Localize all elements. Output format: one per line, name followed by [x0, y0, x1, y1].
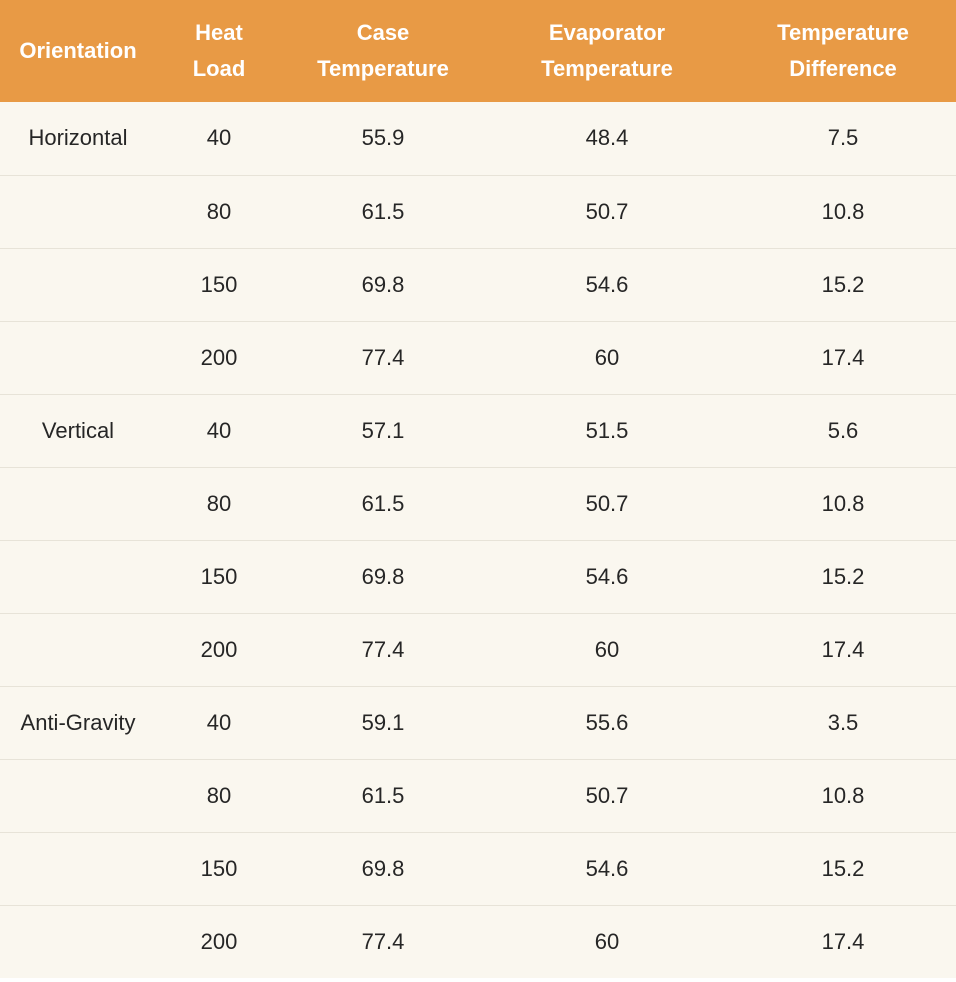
cell-evaporator-temperature: 50.7 — [585, 490, 629, 516]
header-heat-load: Heat Load — [156, 0, 282, 102]
header-row: Orientation Heat Load Case Temperature E… — [0, 0, 956, 102]
cell-temperature-difference: 17.4 — [821, 928, 865, 954]
cell-orientation: Anti-Gravity — [20, 709, 136, 735]
table-row: 80 61.5 50.7 10.8 — [0, 175, 956, 248]
cell-case-temperature: 77.4 — [361, 344, 405, 370]
table-row: 200 77.4 60 17.4 — [0, 905, 956, 978]
cell-case-temperature: 59.1 — [361, 709, 405, 735]
cell-orientation — [0, 467, 156, 540]
cell-evaporator-temperature: 54.6 — [585, 271, 629, 297]
cell-case-temperature: 77.4 — [361, 928, 405, 954]
cell-case-temperature: 77.4 — [361, 636, 405, 662]
table-row: Horizontal 40 55.9 48.4 7.5 — [0, 102, 956, 175]
cell-orientation — [0, 905, 156, 978]
cell-case-temperature: 61.5 — [361, 782, 405, 808]
cell-heat-load: 80 — [206, 490, 232, 516]
header-case-temperature-line-1: Case — [356, 20, 410, 45]
cell-evaporator-temperature: 60 — [594, 928, 620, 954]
cell-temperature-difference: 7.5 — [827, 125, 859, 151]
cell-temperature-difference: 10.8 — [821, 198, 865, 224]
cell-orientation: Horizontal — [28, 125, 128, 151]
header-case-temperature: Case Temperature — [282, 0, 484, 102]
table-row: 80 61.5 50.7 10.8 — [0, 759, 956, 832]
cell-heat-load: 150 — [200, 563, 238, 589]
cell-temperature-difference: 10.8 — [821, 490, 865, 516]
cell-case-temperature: 55.9 — [361, 125, 405, 151]
cell-temperature-difference: 5.6 — [827, 417, 859, 443]
table-row: 200 77.4 60 17.4 — [0, 613, 956, 686]
cell-heat-load: 200 — [200, 344, 238, 370]
cell-heat-load: 150 — [200, 855, 238, 881]
cell-case-temperature: 69.8 — [361, 271, 405, 297]
cell-case-temperature: 69.8 — [361, 855, 405, 881]
header-evaporator-temperature-line-1: Evaporator — [548, 20, 666, 45]
table-row: 150 69.8 54.6 15.2 — [0, 540, 956, 613]
cell-orientation: Vertical — [41, 417, 115, 443]
cell-heat-load: 200 — [200, 928, 238, 954]
table-header: Orientation Heat Load Case Temperature E… — [0, 0, 956, 102]
cell-orientation — [0, 175, 156, 248]
table-body: Horizontal 40 55.9 48.4 7.5 80 61.5 50.7 10.8 150… — [0, 102, 956, 978]
cell-evaporator-temperature: 55.6 — [585, 709, 629, 735]
cell-heat-load: 40 — [206, 125, 232, 151]
cell-evaporator-temperature: 48.4 — [585, 125, 629, 151]
cell-temperature-difference: 10.8 — [821, 782, 865, 808]
cell-orientation — [0, 759, 156, 832]
header-temperature-difference-line-2: Difference — [789, 56, 897, 81]
cell-heat-load: 40 — [206, 417, 232, 443]
cell-orientation — [0, 613, 156, 686]
table-row: 150 69.8 54.6 15.2 — [0, 832, 956, 905]
cell-heat-load: 150 — [200, 271, 238, 297]
cell-orientation — [0, 832, 156, 905]
cell-evaporator-temperature: 60 — [594, 344, 620, 370]
table-row: Anti-Gravity 40 59.1 55.6 3.5 — [0, 686, 956, 759]
header-heat-load-line-2: Load — [192, 56, 246, 81]
cell-temperature-difference: 15.2 — [821, 271, 865, 297]
header-orientation: Orientation — [0, 0, 156, 102]
header-evaporator-temperature: Evaporator Temperature — [484, 0, 730, 102]
table-row: Vertical 40 57.1 51.5 5.6 — [0, 394, 956, 467]
table-row: 80 61.5 50.7 10.8 — [0, 467, 956, 540]
cell-evaporator-temperature: 51.5 — [585, 417, 629, 443]
cell-evaporator-temperature: 50.7 — [585, 782, 629, 808]
header-temperature-difference: Temperature Difference — [730, 0, 956, 102]
cell-temperature-difference: 15.2 — [821, 855, 865, 881]
cell-heat-load: 200 — [200, 636, 238, 662]
cell-case-temperature: 61.5 — [361, 198, 405, 224]
cell-orientation — [0, 321, 156, 394]
header-temperature-difference-line-1: Temperature — [777, 20, 909, 45]
table-row: 200 77.4 60 17.4 — [0, 321, 956, 394]
cell-heat-load: 80 — [206, 782, 232, 808]
cell-heat-load: 80 — [206, 198, 232, 224]
cell-heat-load: 40 — [206, 709, 232, 735]
cell-evaporator-temperature: 54.6 — [585, 563, 629, 589]
cell-temperature-difference: 3.5 — [827, 709, 859, 735]
cell-case-temperature: 69.8 — [361, 563, 405, 589]
cell-evaporator-temperature: 50.7 — [585, 198, 629, 224]
cell-orientation — [0, 248, 156, 321]
cell-evaporator-temperature: 60 — [594, 636, 620, 662]
header-orientation-line-1: Orientation — [19, 38, 137, 63]
cell-case-temperature: 61.5 — [361, 490, 405, 516]
cell-orientation — [0, 540, 156, 613]
header-case-temperature-line-2: Temperature — [317, 56, 449, 81]
cell-temperature-difference: 17.4 — [821, 636, 865, 662]
cell-evaporator-temperature: 54.6 — [585, 855, 629, 881]
cell-temperature-difference: 15.2 — [821, 563, 865, 589]
table-row: 150 69.8 54.6 15.2 — [0, 248, 956, 321]
cell-case-temperature: 57.1 — [361, 417, 405, 443]
cell-temperature-difference: 17.4 — [821, 344, 865, 370]
header-heat-load-line-1: Heat — [195, 20, 243, 45]
header-evaporator-temperature-line-2: Temperature — [541, 56, 673, 81]
